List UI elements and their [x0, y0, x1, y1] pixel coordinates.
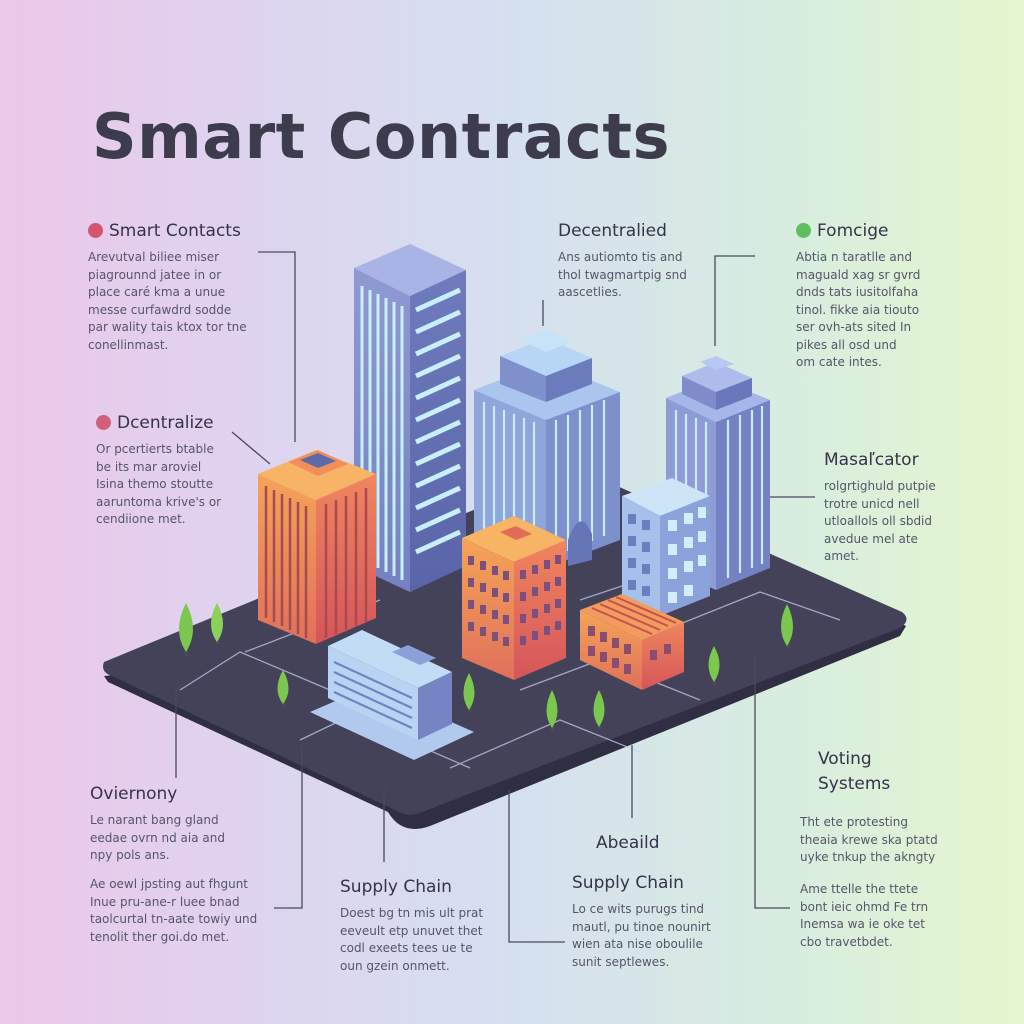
- pink-dot-icon: [96, 415, 111, 430]
- callout-body: Lo ce wits purugs tind mautl, pu tinoe n…: [572, 902, 711, 969]
- callout-dcentralize: Dcentralize Or pcertierts btable be its …: [96, 412, 276, 529]
- callout-body: Doest bg tn mis ult prat eeveult etp unu…: [340, 906, 484, 973]
- callout-body: Le narant bang gland eedae ovrn nd aia a…: [90, 813, 225, 862]
- callout-masalcator: Masaľcator rolgrtighuld putpie trotre un…: [824, 449, 994, 566]
- callout-body: rolgrtighuld putpie trotre unicd nell ut…: [824, 479, 936, 563]
- callout-voting-systems: Voting Systems: [818, 747, 938, 797]
- callout-body: Abtia n taratlle and maguald xag sr gvrd…: [796, 250, 921, 369]
- tree: [277, 670, 289, 706]
- callout-body: Or pcertierts btable be its mar aroviel …: [96, 442, 222, 526]
- callout-body: Ae oewl jpsting aut fhgunt Inue pru-ane-…: [90, 877, 258, 944]
- small-light-blue-building: [622, 478, 710, 616]
- callout-heading: Fomcige: [796, 220, 986, 242]
- callout-heading: Oviernony: [90, 784, 178, 804]
- low-orange-building: [580, 594, 684, 690]
- tree: [211, 603, 223, 644]
- callout-connector-lines: [175, 251, 815, 943]
- callout-bottom-right: Ame ttelle the ttete bont ieic ohmd Fe t…: [800, 881, 990, 951]
- callout-body: Arevutval biliee miser piagrounnd jatee …: [88, 250, 247, 352]
- tall-blue-tower: [354, 244, 466, 592]
- tree: [593, 690, 605, 729]
- green-dot-icon: [796, 223, 811, 238]
- tree: [463, 673, 475, 713]
- callout-heading: Abeaild: [596, 833, 660, 853]
- callout-supply-chain-2: Supply Chain Lo ce wits purugs tind maut…: [572, 872, 747, 971]
- orange-mid-building: [462, 516, 566, 680]
- callout-bottom-left: Ae oewl jpsting aut fhgunt Inue pru-ane-…: [90, 876, 290, 946]
- tree: [546, 690, 558, 731]
- callout-oviernony: Oviernony Le narant bang gland eedae ovr…: [90, 783, 290, 865]
- callout-voting-body: Tht ete protesting theaia krewe ska ptat…: [800, 814, 990, 867]
- callout-body: Ans autiomto tis and thol twagmartpig sn…: [558, 250, 687, 299]
- orange-tower-left: [258, 450, 376, 644]
- trees: [179, 603, 793, 731]
- callout-body: Tht ete protesting theaia krewe ska ptat…: [800, 815, 938, 864]
- callout-smart-contracts: Smart Contacts Arevutval biliee miser pi…: [88, 220, 288, 354]
- callout-heading: Masaľcator: [824, 450, 919, 470]
- callout-decentralied: Decentralied Ans autiomto tis and thol t…: [558, 220, 728, 302]
- callout-heading: Supply Chain: [572, 873, 684, 893]
- callout-heading: Supply Chain: [340, 877, 452, 897]
- callout-heading: Dcentralize: [96, 412, 276, 434]
- page-title: Smart Contracts: [92, 100, 670, 173]
- tree: [179, 603, 193, 656]
- callout-supply-chain-1: Supply Chain Doest bg tn mis ult prat ee…: [340, 876, 525, 975]
- callout-heading: Decentralied: [558, 221, 667, 241]
- tree: [708, 646, 720, 685]
- red-dot-icon: [88, 223, 103, 238]
- callout-heading: Voting Systems: [818, 749, 891, 794]
- tree: [781, 604, 793, 648]
- callout-abeaild: Abeaild: [596, 832, 716, 854]
- callout-heading: Smart Contacts: [88, 220, 288, 242]
- low-light-blue-building: [310, 630, 474, 760]
- callout-fomcige: Fomcige Abtia n taratlle and maguald xag…: [796, 220, 986, 372]
- callout-body: Ame ttelle the ttete bont ieic ohmd Fe t…: [800, 882, 929, 949]
